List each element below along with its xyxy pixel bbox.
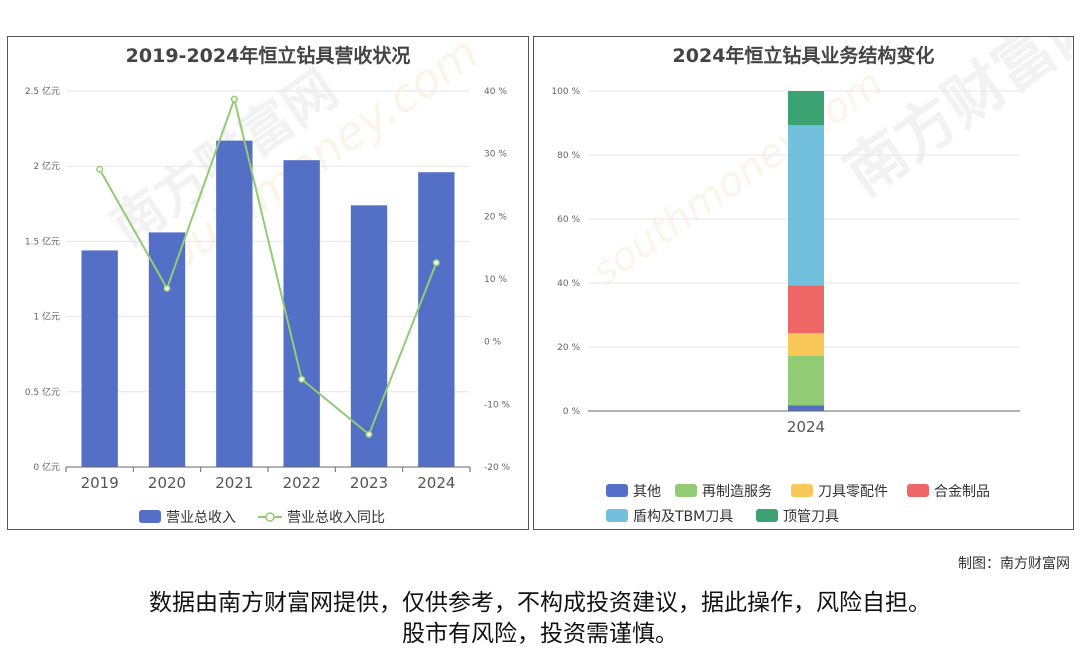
revenue-bar bbox=[418, 172, 455, 467]
y-right-tick-label: -10 % bbox=[484, 400, 511, 410]
y-left-tick-label: 2 亿元 bbox=[33, 160, 60, 172]
legend: 营业总收入 营业总收入同比 bbox=[139, 510, 385, 526]
yoy-point bbox=[365, 430, 373, 438]
x-tick-label: 2024 bbox=[787, 418, 825, 436]
x-tick-label: 2019 bbox=[81, 474, 119, 492]
revenue-bar bbox=[81, 250, 118, 467]
y-right-tick-label: 0 % bbox=[484, 338, 502, 348]
legend-swatch bbox=[907, 484, 929, 497]
yoy-point bbox=[163, 284, 171, 292]
legend-swatch bbox=[606, 484, 628, 497]
stack-segment bbox=[788, 125, 824, 286]
legend-swatch-revenue bbox=[139, 510, 161, 523]
legend-label-yoy: 营业总收入同比 bbox=[287, 510, 385, 526]
y-right-tick-label: -20 % bbox=[484, 463, 511, 473]
stack-segment bbox=[788, 355, 824, 406]
watermark-cn: 南方财富网 bbox=[832, 37, 1073, 209]
yoy-point bbox=[230, 95, 238, 103]
legend-label: 盾构及TBM刀具 bbox=[633, 509, 733, 525]
x-tick-label: 2024 bbox=[417, 474, 455, 492]
disclaimer-line-1: 数据由南方财富网提供，仅供参考，不构成投资建议，据此操作，风险自担。 bbox=[149, 590, 931, 616]
y-right-tick-label: 10 % bbox=[484, 275, 507, 285]
stack-segment bbox=[788, 405, 824, 411]
legend-label: 顶管刀具 bbox=[783, 509, 839, 525]
y-right-tick-label: 30 % bbox=[484, 150, 507, 160]
y-tick-label: 60 % bbox=[557, 215, 580, 225]
y-left-tick-label: 0.5 亿元 bbox=[25, 386, 60, 398]
y-tick-label: 100 % bbox=[551, 87, 580, 97]
stack-segment bbox=[788, 285, 824, 334]
watermark-en: southmoney.com bbox=[583, 60, 891, 295]
legend-label-revenue: 营业总收入 bbox=[166, 510, 236, 526]
legend-swatch-yoy-point bbox=[265, 512, 275, 522]
revenue-bar bbox=[350, 205, 388, 467]
y-tick-label: 40 % bbox=[557, 279, 580, 289]
business-structure-title: 2024年恒立钻具业务结构变化 bbox=[672, 45, 935, 67]
y-right-tick-label: 40 % bbox=[484, 87, 507, 97]
y-left-tick-label: 1.5 亿元 bbox=[25, 235, 60, 247]
revenue-chart-title: 2019-2024年恒立钻具营收状况 bbox=[125, 45, 411, 67]
disclaimer-line-2: 股市有风险，投资需谨慎。 bbox=[402, 621, 678, 647]
legend-swatch bbox=[791, 484, 813, 497]
legend-label: 合金制品 bbox=[934, 484, 990, 500]
yoy-line bbox=[98, 95, 438, 437]
y-left-tick-label: 2.5 亿元 bbox=[25, 85, 60, 97]
legend-label: 其他 bbox=[633, 484, 661, 500]
x-tick-label: 2022 bbox=[283, 474, 321, 492]
y-tick-label: 0 % bbox=[563, 407, 581, 417]
y-tick-label: 80 % bbox=[557, 151, 580, 161]
yoy-point bbox=[298, 375, 306, 383]
x-tick-label: 2023 bbox=[350, 474, 388, 492]
stack-segment bbox=[788, 333, 824, 356]
business-structure-panel: 2024年恒立钻具业务结构变化 南方财富网 southmoney.com 0 % 20… bbox=[533, 36, 1074, 530]
x-tick-label: 2021 bbox=[215, 474, 253, 492]
revenue-bar bbox=[148, 232, 186, 467]
legend-swatch bbox=[675, 484, 697, 497]
legend-label: 刀具零配件 bbox=[818, 484, 888, 500]
yoy-point bbox=[432, 259, 440, 267]
y-tick-label: 20 % bbox=[557, 343, 580, 353]
legend-swatch bbox=[606, 509, 628, 522]
chart-credit: 制图：南方财富网 bbox=[958, 556, 1070, 572]
revenue-bar bbox=[283, 160, 320, 467]
legend-swatch bbox=[756, 509, 778, 522]
y-left-tick-label: 0 亿元 bbox=[33, 461, 60, 473]
legend-label: 再制造服务 bbox=[702, 484, 772, 500]
stack-segment bbox=[788, 91, 824, 126]
yoy-point bbox=[96, 165, 104, 173]
x-tick-label: 2020 bbox=[148, 474, 186, 492]
revenue-bar bbox=[216, 140, 253, 467]
revenue-chart-panel: 2019-2024年恒立钻具营收状况 南方财富网southmoney.com0 … bbox=[7, 36, 529, 530]
y-right-tick-label: 20 % bbox=[484, 212, 507, 222]
y-left-tick-label: 1 亿元 bbox=[33, 311, 60, 323]
